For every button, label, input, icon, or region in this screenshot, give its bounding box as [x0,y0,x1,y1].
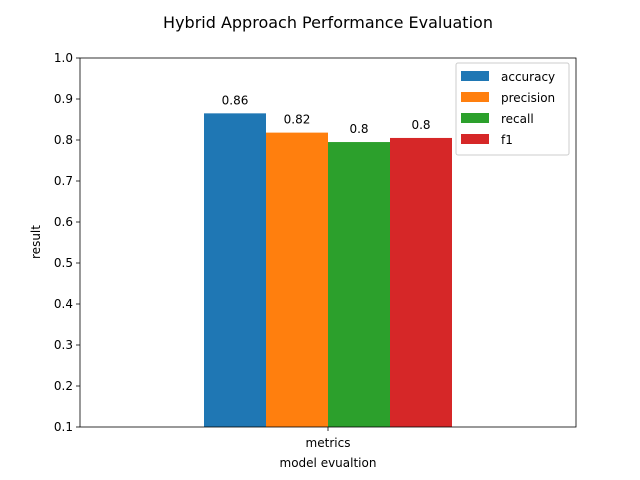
chart-title: Hybrid Approach Performance Evaluation [163,13,493,32]
y-tick-label: 0.2 [54,379,73,393]
x-axis-label: model evualtion [280,456,377,470]
bar-recall [328,142,390,428]
y-tick-label: 0.5 [54,256,73,270]
y-axis-label: result [29,225,43,259]
legend-swatch-accuracy [461,71,489,81]
legend-label-recall: recall [501,112,534,126]
x-tick-label: metrics [306,436,351,450]
legend-label-f1: f1 [501,133,513,147]
plot-frame [79,57,577,428]
bar-accuracy [204,113,266,427]
plot-area: 0.1 0.2 0.3 0.4 0.5 0.6 0.7 0.8 0.9 1.0 0.86 0.82 0.… [54,51,577,450]
legend-swatch-f1 [461,134,489,144]
bar-f1 [390,137,452,427]
y-tick-label: 0.9 [54,92,73,106]
legend-swatch-recall [461,113,489,123]
legend-box [455,62,570,156]
bar-precision [266,132,328,427]
y-tick-label: 0.6 [54,215,73,229]
y-tick-label: 0.8 [54,133,73,147]
legend-label-accuracy: accuracy [501,70,555,84]
data-label-accuracy: 0.86 [222,93,249,107]
legend-label-precision: precision [501,91,555,105]
y-tick-label: 0.3 [54,338,73,352]
data-label-recall: 0.8 [349,122,368,136]
y-tick-label: 0.1 [54,420,73,434]
y-tick-label: 0.4 [54,297,73,311]
legend: accuracy precision recall f1 [455,62,570,156]
data-label-precision: 0.82 [284,113,311,127]
y-tick-label: 0.7 [54,174,73,188]
data-label-f1: 0.8 [411,118,430,132]
y-tick-label: 1.0 [54,51,73,65]
legend-swatch-precision [461,92,489,102]
